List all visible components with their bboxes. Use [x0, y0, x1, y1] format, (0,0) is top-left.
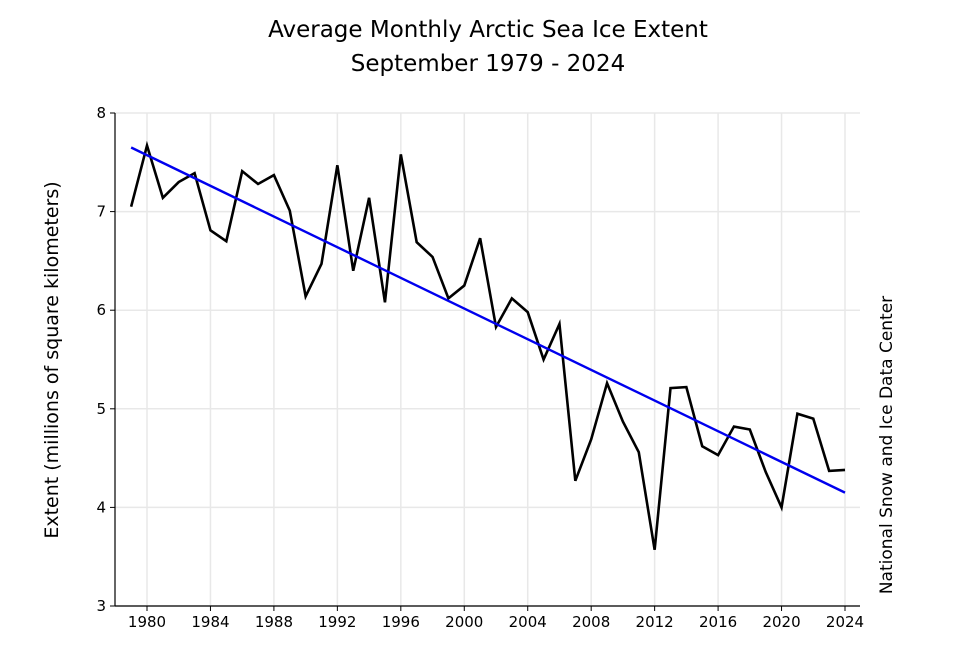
x-tick-label: 1996	[382, 613, 420, 631]
x-tick-label: 2016	[699, 613, 737, 631]
y-tick-label: 8	[96, 104, 106, 122]
y-axis-label: Extent (millions of square kilometers)	[41, 181, 63, 538]
x-tick-label: 2012	[636, 613, 674, 631]
x-tick-label: 1992	[318, 613, 356, 631]
x-tick-label: 1980	[128, 613, 166, 631]
y-tick-label: 7	[96, 203, 106, 221]
x-tick-label: 2004	[509, 613, 547, 631]
x-tick-label: 1988	[255, 613, 293, 631]
y-tick-label: 6	[96, 301, 106, 319]
y-tick-label: 3	[96, 597, 106, 615]
y-tick-label: 4	[96, 498, 106, 516]
chart-subtitle: September 1979 - 2024	[351, 51, 625, 77]
x-tick-label: 1984	[191, 613, 229, 631]
x-tick-label: 2020	[762, 613, 800, 631]
x-tick-label: 2024	[826, 613, 864, 631]
x-tick-label: 2008	[572, 613, 610, 631]
extent-line	[129, 140, 846, 551]
source-label: National Snow and Ice Data Center	[877, 296, 897, 594]
y-tick-label: 5	[96, 400, 106, 418]
chart-title: Average Monthly Arctic Sea Ice Extent	[268, 17, 708, 43]
x-tick-label: 2000	[445, 613, 483, 631]
trend-line	[130, 146, 846, 494]
